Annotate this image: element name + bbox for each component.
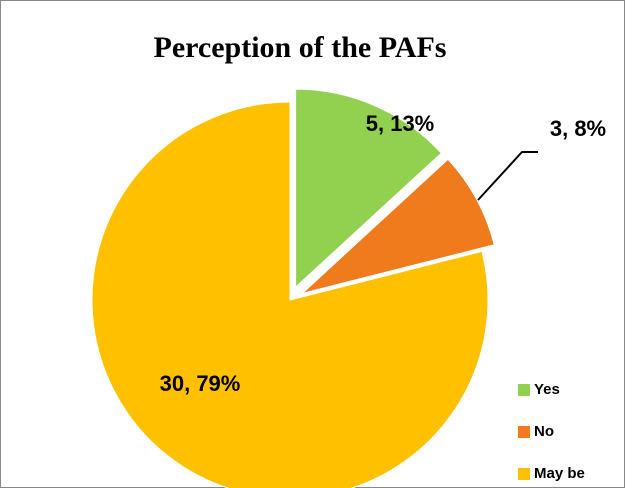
legend-label: No: [534, 423, 554, 440]
legend-swatch: [518, 468, 530, 480]
pie-slice: [91, 101, 489, 488]
chart-title: Perception of the PAFs: [154, 31, 447, 64]
value-label: 30, 79%: [160, 371, 241, 396]
pie-slice: [301, 158, 495, 294]
value-label: 5, 13%: [366, 111, 435, 136]
legend-label: Yes: [534, 381, 560, 398]
legend-swatch: [518, 384, 530, 396]
legend-swatch: [518, 426, 530, 438]
legend-label: May be: [534, 465, 585, 482]
leader-line: [477, 151, 538, 201]
value-label: 3, 8%: [550, 116, 606, 141]
pie-slice: [295, 88, 443, 289]
